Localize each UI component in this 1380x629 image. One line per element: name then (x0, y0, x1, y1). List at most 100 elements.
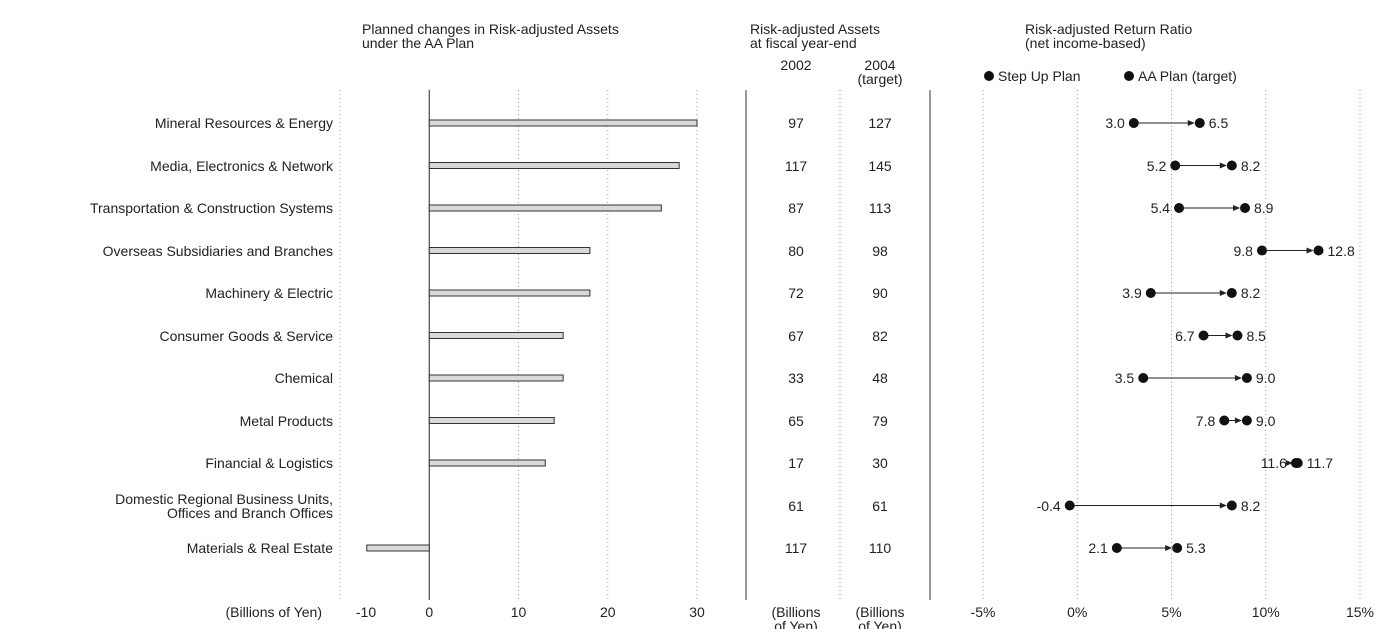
legend-marker (984, 71, 994, 81)
category-label: Machinery & Electric (205, 285, 333, 301)
dot (1232, 330, 1243, 341)
dot (1313, 245, 1324, 256)
x-tick-label: 10% (1251, 604, 1280, 620)
data-label: 6.7 (1175, 327, 1195, 344)
category-label: Media, Electronics & Network (150, 157, 333, 174)
table-cell: 79 (872, 412, 888, 429)
table-cell: 33 (788, 370, 804, 386)
data-label: 6.5 (1208, 115, 1229, 131)
dot (1240, 203, 1251, 213)
data-label: 3.9 (1122, 285, 1142, 301)
dot (1138, 373, 1149, 383)
dot (1172, 543, 1183, 553)
table-cell: 145 (868, 157, 892, 174)
bar (428, 459, 546, 467)
arrowhead (1219, 290, 1227, 296)
table-cell: 117 (784, 157, 808, 174)
arrowhead (1187, 120, 1195, 126)
arrowhead (1306, 247, 1314, 254)
arrowhead (1219, 502, 1227, 509)
arrowhead (1233, 205, 1241, 211)
legend-label: Step Up Plan (998, 68, 1081, 84)
table-cell: 61 (788, 497, 804, 514)
x-tick-label: 10 (510, 604, 527, 620)
arrowhead (1234, 375, 1242, 381)
category-label: Metal Products (239, 412, 333, 429)
bar (428, 204, 662, 212)
table-cell: 127 (868, 115, 892, 131)
dot (1226, 160, 1237, 171)
bar (428, 162, 680, 169)
data-label: 8.9 (1254, 200, 1274, 216)
table-cell: 82 (872, 327, 888, 344)
table-cell: 17 (788, 455, 804, 471)
x-tick-label: 5% (1161, 604, 1182, 620)
category-label: Transportation & Construction Systems (89, 200, 333, 216)
dot (1128, 118, 1139, 128)
x-tick-label: 0% (1067, 604, 1088, 620)
data-label: 8.2 (1240, 497, 1261, 514)
data-label: 5.4 (1150, 200, 1171, 216)
data-label: 8.5 (1246, 327, 1266, 344)
column-header: 2002 (780, 57, 812, 73)
arrowhead (1225, 332, 1233, 339)
column-header: 2004 (target) (857, 57, 903, 87)
bar (428, 417, 555, 424)
arrowhead (1234, 417, 1242, 424)
arrowhead (1219, 162, 1227, 169)
dot (1226, 500, 1237, 511)
dot (1292, 458, 1303, 468)
dot (1064, 500, 1075, 511)
data-label: -0.4 (1036, 497, 1061, 514)
table-cell: 97 (788, 115, 804, 131)
data-label: 9.8 (1233, 242, 1253, 259)
data-label: 9.0 (1255, 412, 1276, 429)
category-label: Consumer Goods & Service (159, 327, 333, 344)
table-cell: 72 (788, 285, 804, 301)
table-cell: 98 (872, 242, 888, 259)
table-cell: 117 (784, 540, 808, 556)
dot (1170, 160, 1181, 171)
table-title: Risk-adjusted Assets at fiscal year-end (750, 21, 880, 51)
table-cell: 90 (872, 285, 888, 301)
table-cell: 48 (872, 370, 888, 386)
data-label: 2.1 (1088, 540, 1108, 556)
table-cell: 113 (868, 200, 892, 216)
x-tick-label: 15% (1345, 604, 1375, 620)
bar (428, 289, 591, 297)
bar (428, 374, 564, 382)
bar (428, 119, 698, 127)
table-cell: 30 (872, 455, 888, 471)
dot (1145, 288, 1156, 298)
dot (1219, 415, 1230, 426)
dot (1226, 288, 1237, 298)
arrowhead (1165, 545, 1173, 551)
data-label: 11.6 (1260, 455, 1287, 471)
table-cell: 67 (788, 327, 804, 344)
data-label: 3.0 (1105, 115, 1125, 131)
legend-label: AA Plan (target) (1138, 68, 1237, 84)
dot (1241, 415, 1252, 426)
x-tick-label: -10 (355, 604, 377, 620)
data-label: 5.3 (1186, 540, 1206, 556)
dot (1241, 373, 1252, 383)
dot (1198, 330, 1209, 341)
category-label: Chemical (274, 370, 333, 386)
data-label: 5.2 (1146, 157, 1167, 174)
table-cell: 65 (788, 412, 804, 429)
data-label: 7.8 (1195, 412, 1216, 429)
dot (1194, 118, 1205, 128)
dot (1174, 203, 1185, 213)
bar (428, 247, 591, 254)
x-tick-label: 30 (689, 604, 705, 620)
panel-title: Risk-adjusted Return Ratio (net income-b… (1025, 21, 1193, 51)
dot (1111, 543, 1122, 553)
category-label: Materials & Real Estate (186, 540, 333, 556)
panel-title: Planned changes in Risk-adjusted Assets … (362, 21, 619, 51)
x-tick-label: 0 (425, 604, 434, 620)
unit-label: (Billions of Yen) (771, 604, 821, 629)
data-label: 11.7 (1306, 455, 1333, 471)
category-label: Overseas Subsidiaries and Branches (102, 242, 333, 259)
